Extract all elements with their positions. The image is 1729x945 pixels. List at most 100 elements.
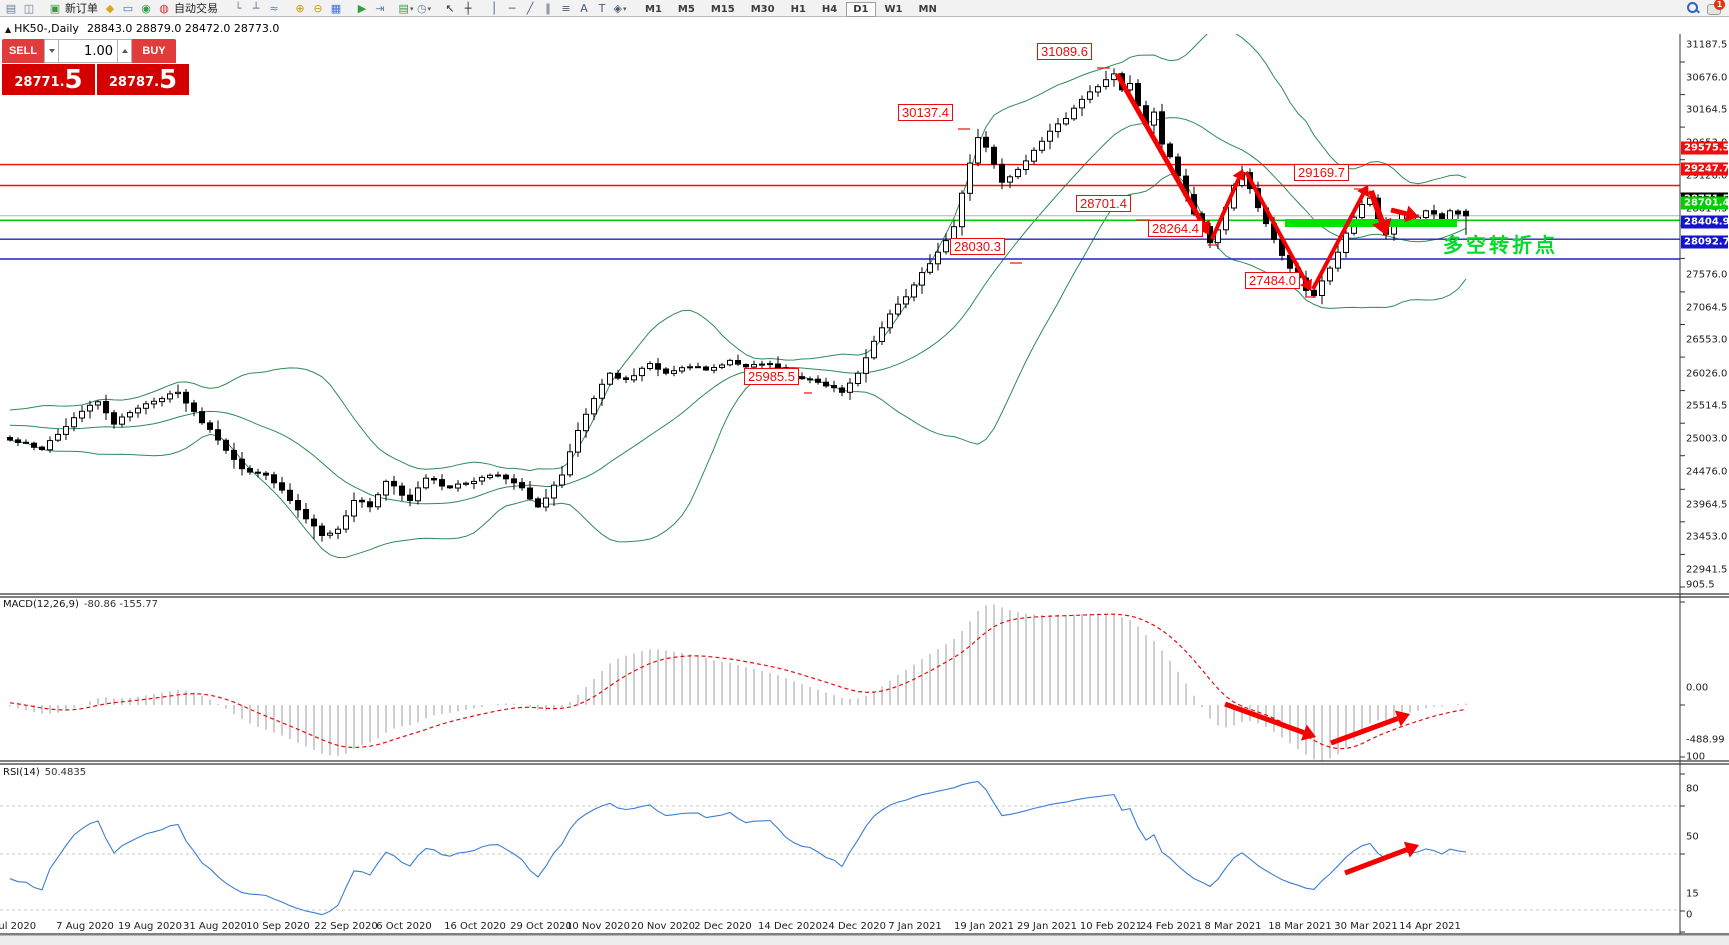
market-watch-icon[interactable]: ◫	[23, 2, 35, 15]
price-chart-canvas[interactable]	[0, 17, 1729, 945]
chart-title: ▲ HK50-,Daily 28843.0 28879.0 28472.0 2877…	[5, 22, 279, 35]
volume-decrease-button[interactable]	[44, 39, 59, 63]
timeframe-h4[interactable]: H4	[821, 4, 838, 15]
timeframe-m5[interactable]: M5	[677, 4, 695, 15]
price-tag: 28701.4	[1681, 196, 1729, 210]
price-axis-label: 22941.5	[1686, 564, 1728, 576]
sell-button[interactable]: SELL	[2, 39, 44, 63]
rsi-axis-label: 80	[1686, 783, 1699, 795]
pivot-annotation-text[interactable]: 多空转折点	[1443, 233, 1558, 257]
date-label: 8 Mar 2021	[1204, 921, 1262, 932]
history-center-icon[interactable]: ◆	[105, 2, 115, 15]
buy-price: 28787.	[108, 75, 160, 90]
support-zone-bar[interactable]	[1285, 219, 1457, 227]
price-axis-label: 27576.0	[1686, 269, 1728, 281]
cursor-icon[interactable]: ↖	[445, 2, 455, 15]
price-axis-label: 30676.0	[1686, 72, 1728, 84]
timeframe-h1[interactable]: H1	[790, 4, 806, 15]
date-label: 29 Jan 2021	[1017, 921, 1077, 932]
swing-price-label[interactable]: 28030.3	[950, 238, 1005, 255]
trend-arrows-layer[interactable]	[1114, 72, 1419, 876]
toolbar: ▤ ◫ ▣ 新订单 ◆ ▭ ◉ ◍ 自动交易 └ ┴ ≈ ⊕ ⊖ ▦ ▶ ⇥ ▤ ▾ ◷ ▾ ↖ ┼ │ ─ ╱ ∥ ≡ A T ◈ ▾ M1…	[0, 0, 1729, 17]
swing-price-label[interactable]: 29169.7	[1294, 164, 1349, 181]
autotrade-icon-label[interactable]: 自动交易	[174, 2, 218, 15]
search-icon[interactable]	[1687, 2, 1700, 14]
line-chart-icon[interactable]: ≈	[269, 2, 279, 15]
rsi-axis-label: 0	[1686, 909, 1693, 921]
trendline-icon[interactable]: ╱	[526, 2, 534, 15]
zoom-out-icon[interactable]: ⊖	[313, 2, 323, 15]
new-chart-icon[interactable]: ▤ ▾	[398, 2, 414, 15]
swing-price-label[interactable]: 31089.6	[1037, 43, 1092, 60]
date-label: 24 Feb 2021	[1139, 921, 1203, 932]
date-label: 8 Jul 2020	[0, 921, 37, 932]
periods-icon[interactable]: ◷ ▾	[416, 2, 432, 15]
profile-icon[interactable]: ▤	[5, 2, 17, 15]
timeframe-m15[interactable]: M15	[710, 4, 735, 15]
chart-window: ▲ HK50-,Daily 28843.0 28879.0 28472.0 2877…	[0, 17, 1729, 945]
notifications-icon[interactable]: 1	[1707, 0, 1725, 15]
chart-shift-icon[interactable]: ⇥	[375, 2, 385, 15]
swing-price-label[interactable]: 28701.4	[1076, 195, 1131, 212]
new-order-icon[interactable]: ▣	[49, 2, 61, 15]
swing-price-label[interactable]: 30137.4	[898, 104, 953, 121]
date-label: 6 Oct 2020	[376, 921, 432, 932]
fibonacci-icon[interactable]: ≡	[561, 2, 571, 15]
notification-badge: 1	[1714, 0, 1725, 10]
collapse-icon[interactable]: ▲	[5, 25, 12, 34]
timeframe-m1[interactable]: M1	[645, 4, 662, 15]
price-tag: 28404.9	[1681, 215, 1729, 229]
price-tag: 29247.7	[1681, 162, 1729, 175]
buy-button[interactable]: BUY	[132, 39, 176, 63]
price-axis-label: 26553.0	[1686, 334, 1728, 346]
macd-axis-label: 905.5	[1686, 579, 1715, 591]
new-order-icon-label[interactable]: 新订单	[65, 2, 98, 15]
signals-icon[interactable]: ◉	[141, 2, 151, 15]
rsi-axis-label: 50	[1686, 831, 1699, 843]
buy-price-panel[interactable]: 28787. 5	[97, 64, 189, 95]
date-label: 14 Apr 2021	[1399, 921, 1461, 932]
toolbar-right: 1	[1687, 0, 1725, 15]
bollinger-bands-layer	[9, 34, 1467, 559]
swing-price-label[interactable]: 25985.5	[744, 368, 799, 385]
window-bottom-strip	[0, 935, 1729, 945]
sell-price: 28771.	[14, 75, 65, 90]
sell-price-panel[interactable]: 28771. 5	[2, 64, 95, 95]
volume-input[interactable]	[59, 39, 117, 63]
text-icon[interactable]: A	[580, 2, 588, 15]
date-label: 7 Aug 2020	[56, 921, 114, 932]
indicators-icon[interactable]: └	[234, 2, 242, 15]
auto-scroll-icon[interactable]: ▶	[357, 2, 367, 15]
tile-windows-icon[interactable]: ▦	[330, 2, 342, 15]
date-label: 31 Aug 2020	[182, 921, 248, 932]
text-label-icon[interactable]: T	[598, 2, 606, 15]
crosshair-icon[interactable]: ┼	[464, 2, 472, 15]
date-label: 19 Aug 2020	[117, 921, 183, 932]
date-label: 16 Oct 2020	[444, 921, 506, 932]
vline-icon[interactable]: │	[490, 2, 498, 15]
indicator-window-icon[interactable]: ┴	[252, 2, 260, 15]
timeframe-m30[interactable]: M30	[750, 4, 775, 15]
swing-price-label[interactable]: 27484.0	[1245, 272, 1300, 289]
rsi-axis-label: 15	[1686, 888, 1699, 900]
ohlc-values: 28843.0 28879.0 28472.0 28773.0	[86, 22, 280, 35]
hline-icon[interactable]: ─	[508, 2, 516, 15]
date-label: 24 Dec 2020	[822, 921, 886, 932]
channel-icon[interactable]: ∥	[545, 2, 551, 15]
zoom-in-icon[interactable]: ⊕	[295, 2, 305, 15]
rsi-layer	[0, 781, 1680, 916]
timeframe-w1[interactable]: W1	[884, 4, 903, 15]
shapes-icon[interactable]: ◈ ▾	[613, 2, 627, 15]
terminal-icon[interactable]: ▭	[122, 2, 134, 15]
price-axis-label: 25003.0	[1686, 433, 1728, 445]
date-label: 30 Mar 2021	[1334, 921, 1398, 932]
volume-increase-button[interactable]	[117, 39, 132, 63]
price-tag: 29575.5	[1681, 141, 1729, 155]
price-axis-label: 29126.0	[1686, 170, 1728, 182]
swing-price-label[interactable]: 28264.4	[1148, 220, 1203, 237]
price-axis-label: 30164.5	[1686, 104, 1728, 116]
timeframe-mn[interactable]: MN	[918, 4, 937, 15]
autotrade-icon[interactable]: ◍	[159, 2, 169, 15]
date-label: 10 Nov 2020	[565, 921, 631, 932]
timeframe-d1[interactable]: D1	[846, 2, 876, 17]
